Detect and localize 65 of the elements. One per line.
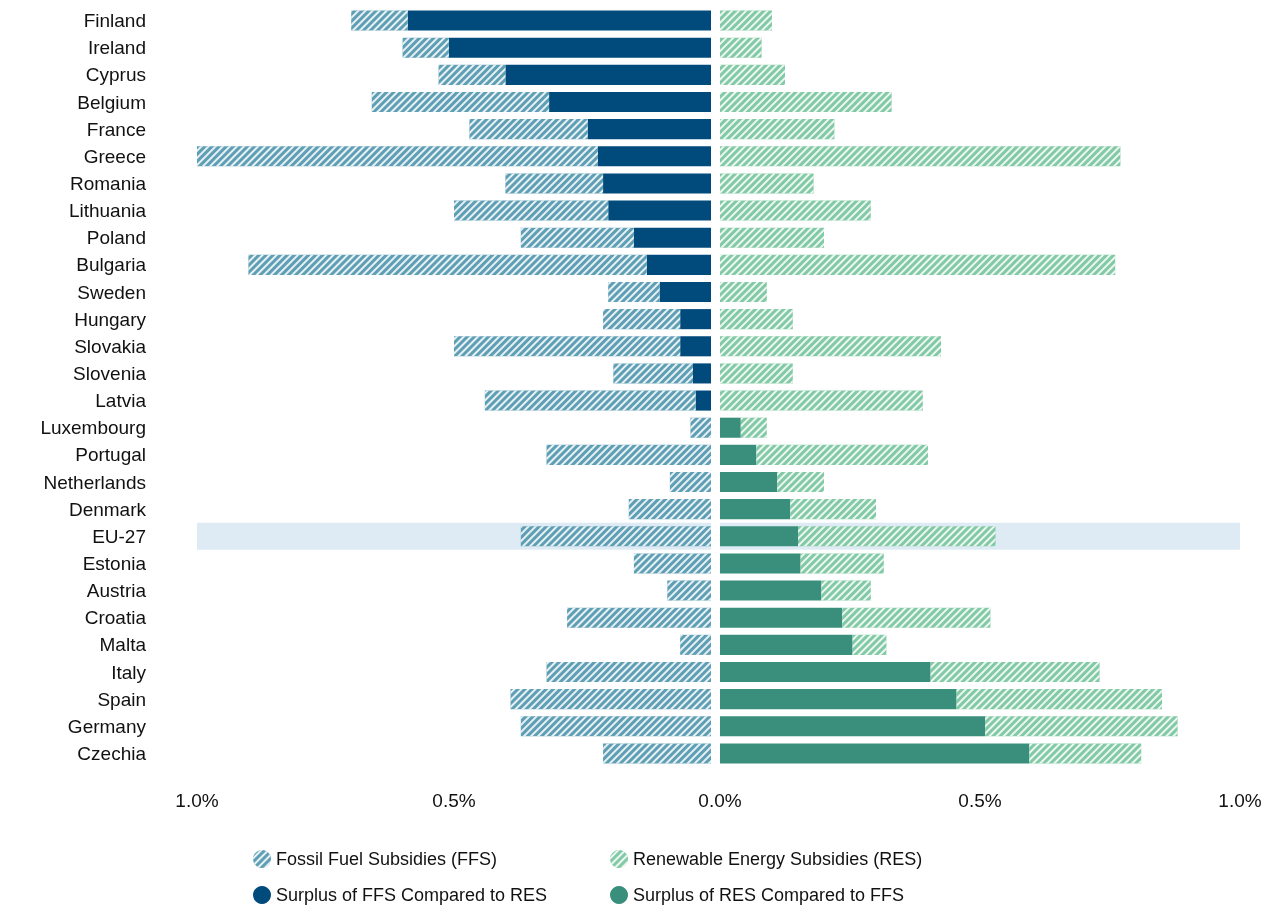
bar bbox=[720, 553, 801, 574]
y-tick-label: Finland bbox=[83, 10, 146, 32]
x-tick-label: 0.5% bbox=[958, 790, 1002, 811]
bar bbox=[597, 146, 711, 167]
y-tick-label: Cyprus bbox=[85, 64, 146, 86]
y-tick-label: Greece bbox=[83, 145, 146, 167]
y-tick-label: Hungary bbox=[74, 308, 147, 330]
bar bbox=[720, 526, 798, 547]
bar bbox=[646, 254, 711, 275]
y-tick-label: France bbox=[86, 118, 146, 140]
bar bbox=[720, 689, 957, 710]
legend-label: Fossil Fuel Subsidies (FFS) bbox=[276, 849, 498, 869]
y-tick-label: EU-27 bbox=[92, 525, 146, 547]
x-tick-label: 1.0% bbox=[175, 790, 219, 811]
bar bbox=[720, 716, 986, 737]
y-tick-label: Slovakia bbox=[74, 335, 147, 357]
bar bbox=[720, 471, 778, 493]
bar bbox=[407, 10, 711, 31]
bar bbox=[720, 607, 843, 628]
y-tick-label: Malta bbox=[99, 634, 147, 656]
bar bbox=[659, 281, 711, 303]
bar bbox=[549, 91, 711, 113]
bar bbox=[720, 634, 853, 655]
bar bbox=[693, 363, 711, 384]
y-tick-label: Lithuania bbox=[68, 200, 147, 222]
bar bbox=[680, 336, 711, 357]
x-tick-label: 0.0% bbox=[698, 790, 742, 811]
bar bbox=[720, 417, 741, 438]
bar bbox=[720, 580, 822, 601]
x-tick-label: 1.0% bbox=[1218, 790, 1262, 811]
bar bbox=[720, 499, 791, 520]
bar bbox=[720, 661, 931, 683]
y-tick-label: Romania bbox=[69, 172, 147, 194]
legend-label: Surplus of FFS Compared to RES bbox=[276, 885, 548, 905]
bar bbox=[720, 743, 1030, 764]
y-tick-label: Sweden bbox=[77, 281, 146, 303]
y-tick-label: Germany bbox=[67, 715, 147, 737]
bar bbox=[720, 444, 757, 465]
y-tick-label: Netherlands bbox=[43, 471, 146, 493]
y-tick-label: Denmark bbox=[68, 498, 147, 520]
bar bbox=[633, 227, 711, 248]
bar bbox=[603, 173, 711, 194]
bar bbox=[587, 119, 711, 140]
y-tick-label: Spain bbox=[97, 688, 146, 710]
legend-label: Renewable Energy Subsidies (RES) bbox=[633, 849, 923, 869]
bar bbox=[695, 390, 711, 411]
y-tick-label: Austria bbox=[86, 580, 147, 602]
y-tick-label: Portugal bbox=[75, 444, 146, 466]
y-tick-label: Luxembourg bbox=[40, 417, 146, 439]
y-tick-label: Italy bbox=[111, 661, 147, 683]
bar bbox=[505, 64, 711, 85]
bar bbox=[448, 37, 711, 58]
y-tick-label: Belgium bbox=[77, 91, 146, 113]
y-tick-label: Latvia bbox=[95, 390, 147, 412]
y-tick-label: Poland bbox=[86, 227, 146, 249]
y-tick-label: Estonia bbox=[82, 552, 147, 574]
y-tick-label: Ireland bbox=[87, 37, 146, 59]
legend-label: Surplus of RES Compared to FFS bbox=[633, 885, 905, 905]
y-tick-label: Croatia bbox=[84, 607, 147, 629]
bar bbox=[608, 200, 711, 221]
x-tick-label: 0.5% bbox=[432, 790, 476, 811]
y-tick-label: Czechia bbox=[77, 742, 147, 764]
y-tick-label: Slovenia bbox=[73, 362, 147, 384]
y-tick-label: Bulgaria bbox=[76, 254, 147, 276]
bar bbox=[680, 309, 711, 330]
